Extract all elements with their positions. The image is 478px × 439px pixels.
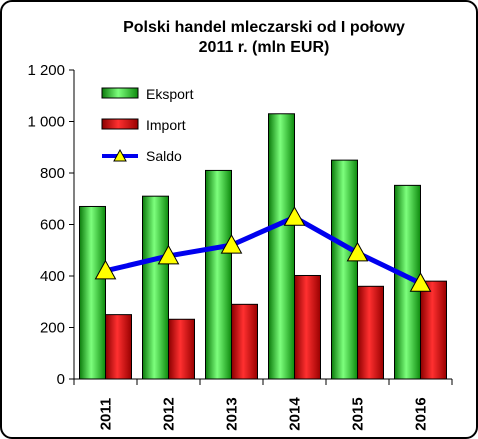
marker-saldo-2015 <box>346 241 369 262</box>
bar-import-2015 <box>357 285 384 380</box>
bar-import-2013 <box>231 303 258 380</box>
bar-eksport-2015 <box>331 159 358 380</box>
y-tick-label-200: 200 <box>40 320 65 337</box>
x-tick-label-2012: 2012 <box>161 397 178 430</box>
legend-label-eksport: Eksport <box>146 86 194 102</box>
legend: Eksport Import Saldo <box>101 86 194 164</box>
bar-eksport-2013 <box>205 169 232 380</box>
legend-swatch-eksport <box>101 87 139 99</box>
x-tick-label-2016: 2016 <box>413 397 430 430</box>
marker-saldo-2011 <box>94 259 117 280</box>
x-tick-label-2015: 2015 <box>350 397 367 430</box>
line-saldo <box>104 214 422 286</box>
bar-import-2016 <box>420 280 447 380</box>
chart-title-line1: Polski handel mleczarski od I połowy <box>123 19 405 36</box>
bar-eksport-2012 <box>142 195 169 380</box>
bar-import-2012 <box>168 318 195 380</box>
bar-eksport-2014 <box>268 113 295 380</box>
bar-import-2014 <box>294 274 321 380</box>
y-tick-label-1200: 1 200 <box>27 62 65 79</box>
marker-saldo-2016 <box>409 272 432 292</box>
legend-marker-saldo <box>113 148 127 162</box>
bar-import-2011 <box>105 314 132 380</box>
y-tick-label-800: 800 <box>40 165 65 182</box>
bar-eksport-2011 <box>79 205 106 380</box>
x-tick-label-2013: 2013 <box>224 397 241 430</box>
chart-title-line2: 2011 r. (mln EUR) <box>199 39 330 56</box>
marker-saldo-2012 <box>157 244 180 265</box>
y-tick-label-400: 400 <box>40 268 65 285</box>
legend-swatch-import <box>101 118 139 130</box>
legend-label-import: Import <box>146 117 186 133</box>
x-tick-label-2014: 2014 <box>287 397 304 431</box>
marker-saldo-2013 <box>220 234 243 254</box>
axes: 0 200 400 600 800 1 000 1 200 2011 2012 2013 2014 2… <box>27 62 453 431</box>
y-tick-label-0: 0 <box>57 371 65 388</box>
plot-area <box>79 113 447 380</box>
marker-saldo-2014 <box>283 206 306 226</box>
y-tick-label-1000: 1 000 <box>27 114 65 131</box>
x-tick-label-2011: 2011 <box>98 398 115 431</box>
legend-label-saldo: Saldo <box>146 148 182 164</box>
y-tick-label-600: 600 <box>40 217 65 234</box>
